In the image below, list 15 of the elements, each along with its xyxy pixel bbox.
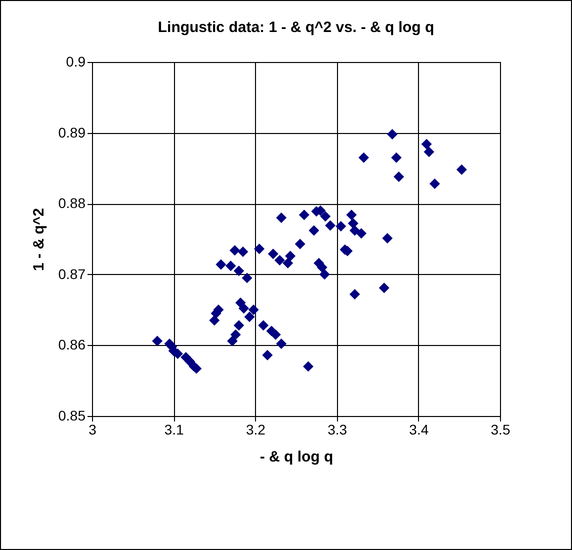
y-axis-title: 1 - & q^2 [30, 208, 48, 271]
y-tick-label: 0.85 [58, 408, 86, 424]
y-tick-label: 0.9 [66, 54, 86, 70]
chart-title: Lingustic data: 1 - & q^2 vs. - & q log q [158, 19, 434, 36]
x-tick-label: 3.5 [490, 422, 510, 438]
y-tick-label: 0.87 [58, 266, 86, 282]
x-axis-title: - & q log q [260, 448, 334, 466]
x-tick-label: 3.2 [246, 422, 266, 438]
x-tick-label: 3.1 [164, 422, 184, 438]
y-tick-label: 0.88 [58, 195, 86, 212]
x-tick-label: 3.3 [328, 422, 348, 438]
x-tick-label: 3.4 [409, 422, 429, 438]
x-tick-label: 3 [88, 422, 97, 438]
y-tick-label: 0.89 [58, 124, 86, 140]
y-tick-label: 0.86 [58, 336, 86, 353]
